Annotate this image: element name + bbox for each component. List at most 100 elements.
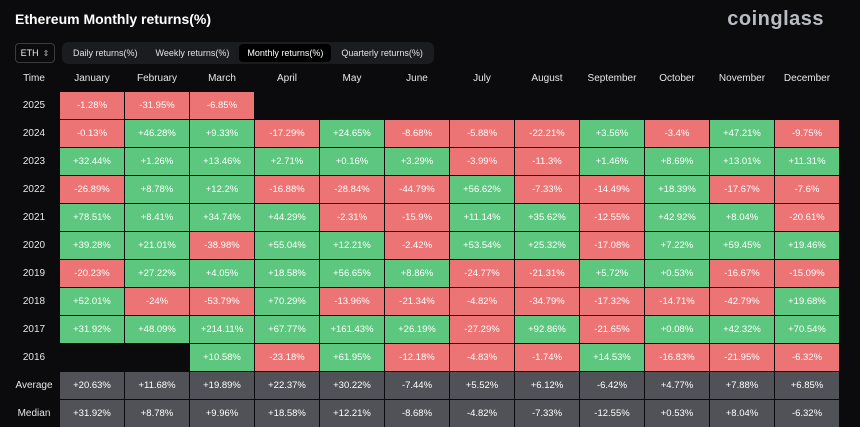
return-cell: +13.46% <box>190 148 254 175</box>
empty-cell <box>450 92 514 119</box>
column-header-month: May <box>342 73 362 84</box>
empty-cell <box>580 92 644 119</box>
return-cell: +8.04% <box>710 204 774 231</box>
return-cell: -17.08% <box>580 232 644 259</box>
return-cell: +61.95% <box>320 344 384 371</box>
return-cell: +67.77% <box>255 316 319 343</box>
empty-cell <box>320 92 384 119</box>
return-cell: +52.01% <box>60 288 124 315</box>
stat-cell: -6.32% <box>775 400 839 427</box>
return-cell: +26.19% <box>385 316 449 343</box>
column-header-month: November <box>718 73 766 84</box>
column-header-month: June <box>406 73 428 84</box>
column-header-month: April <box>276 73 297 84</box>
return-cell: +8.86% <box>385 260 449 287</box>
return-cell: -4.82% <box>450 288 514 315</box>
return-cell: -28.84% <box>320 176 384 203</box>
return-cell: +4.05% <box>190 260 254 287</box>
column-header-month: August <box>531 73 563 84</box>
return-cell: +1.46% <box>580 148 644 175</box>
return-cell: -2.31% <box>320 204 384 231</box>
return-cell: +14.53% <box>580 344 644 371</box>
return-cell: +3.29% <box>385 148 449 175</box>
return-cell: +3.56% <box>580 120 644 147</box>
return-cell: +78.51% <box>60 204 124 231</box>
return-cell: -24% <box>125 288 189 315</box>
return-cell: -8.68% <box>385 120 449 147</box>
return-cell: -15.09% <box>775 260 839 287</box>
return-cell: +18.39% <box>645 176 709 203</box>
stat-cell: +8.04% <box>710 400 774 427</box>
return-cell: +31.92% <box>60 316 124 343</box>
tab-quarterly-returns[interactable]: Quarterly returns(%) <box>341 48 423 58</box>
tab-monthly-returns[interactable]: Monthly returns(%) <box>239 44 332 62</box>
stat-row-label: Median <box>17 408 51 419</box>
stat-cell: -6.42% <box>580 372 644 399</box>
year-row-label: 2021 <box>22 212 46 223</box>
year-row-label: 2020 <box>22 240 46 251</box>
stat-cell: +6.85% <box>775 372 839 399</box>
tab-weekly-returns[interactable]: Weekly returns(%) <box>155 48 230 58</box>
return-cell: -17.29% <box>255 120 319 147</box>
stat-cell: +7.88% <box>710 372 774 399</box>
stat-cell: -7.33% <box>515 400 579 427</box>
return-cell: -6.85% <box>190 92 254 119</box>
return-cell: -21.31% <box>515 260 579 287</box>
empty-cell <box>125 344 189 371</box>
return-cell: -16.67% <box>710 260 774 287</box>
empty-cell <box>255 92 319 119</box>
empty-cell <box>60 344 124 371</box>
return-cell: +8.78% <box>125 176 189 203</box>
return-cell: +32.44% <box>60 148 124 175</box>
stat-cell: +18.58% <box>255 400 319 427</box>
return-cell: -11.3% <box>515 148 579 175</box>
return-cell: +56.65% <box>320 260 384 287</box>
column-header-month: December <box>783 73 831 84</box>
coinglass-logo[interactable]: coinglass <box>727 8 824 30</box>
return-cell: +70.54% <box>775 316 839 343</box>
return-cell: +46.28% <box>125 120 189 147</box>
return-cell: +0.16% <box>320 148 384 175</box>
return-cell: -5.88% <box>450 120 514 147</box>
return-cell: +0.53% <box>645 260 709 287</box>
column-header-month: January <box>74 73 110 84</box>
return-cell: +27.22% <box>125 260 189 287</box>
return-cell: -16.88% <box>255 176 319 203</box>
asset-select[interactable]: ETH ⇕ <box>15 43 55 63</box>
stat-cell: +11.68% <box>125 372 189 399</box>
return-cell: +11.31% <box>775 148 839 175</box>
return-cell: -6.32% <box>775 344 839 371</box>
return-cell: -9.75% <box>775 120 839 147</box>
asset-select-value: ETH <box>20 48 39 58</box>
page-title: Ethereum Monthly returns(%) <box>15 11 212 27</box>
empty-cell <box>515 92 579 119</box>
stat-cell: +6.12% <box>515 372 579 399</box>
return-cell: +92.86% <box>515 316 579 343</box>
return-cell: +5.72% <box>580 260 644 287</box>
year-row-label: 2017 <box>22 324 46 335</box>
column-header-month: September <box>587 73 637 84</box>
return-cell: +25.32% <box>515 232 579 259</box>
return-cell: +42.32% <box>710 316 774 343</box>
stat-cell: +4.77% <box>645 372 709 399</box>
column-header-month: July <box>473 73 491 84</box>
return-cell: +56.62% <box>450 176 514 203</box>
chevron-updown-icon: ⇕ <box>42 48 50 58</box>
return-cell: -4.83% <box>450 344 514 371</box>
return-cell: -20.61% <box>775 204 839 231</box>
return-cell: +7.22% <box>645 232 709 259</box>
year-row-label: 2018 <box>22 296 46 307</box>
return-cell: -24.77% <box>450 260 514 287</box>
return-cell: +9.33% <box>190 120 254 147</box>
return-cell: +8.69% <box>645 148 709 175</box>
return-cell: +18.58% <box>255 260 319 287</box>
return-cell: -27.29% <box>450 316 514 343</box>
return-cell: -1.28% <box>60 92 124 119</box>
returns-period-tabs: Daily returns(%) Weekly returns(%) Month… <box>62 42 434 64</box>
return-cell: +53.54% <box>450 232 514 259</box>
column-header-time: Time <box>23 73 45 84</box>
stat-cell: -4.82% <box>450 400 514 427</box>
stat-cell: -7.44% <box>385 372 449 399</box>
return-cell: -0.13% <box>60 120 124 147</box>
tab-daily-returns[interactable]: Daily returns(%) <box>73 48 138 58</box>
